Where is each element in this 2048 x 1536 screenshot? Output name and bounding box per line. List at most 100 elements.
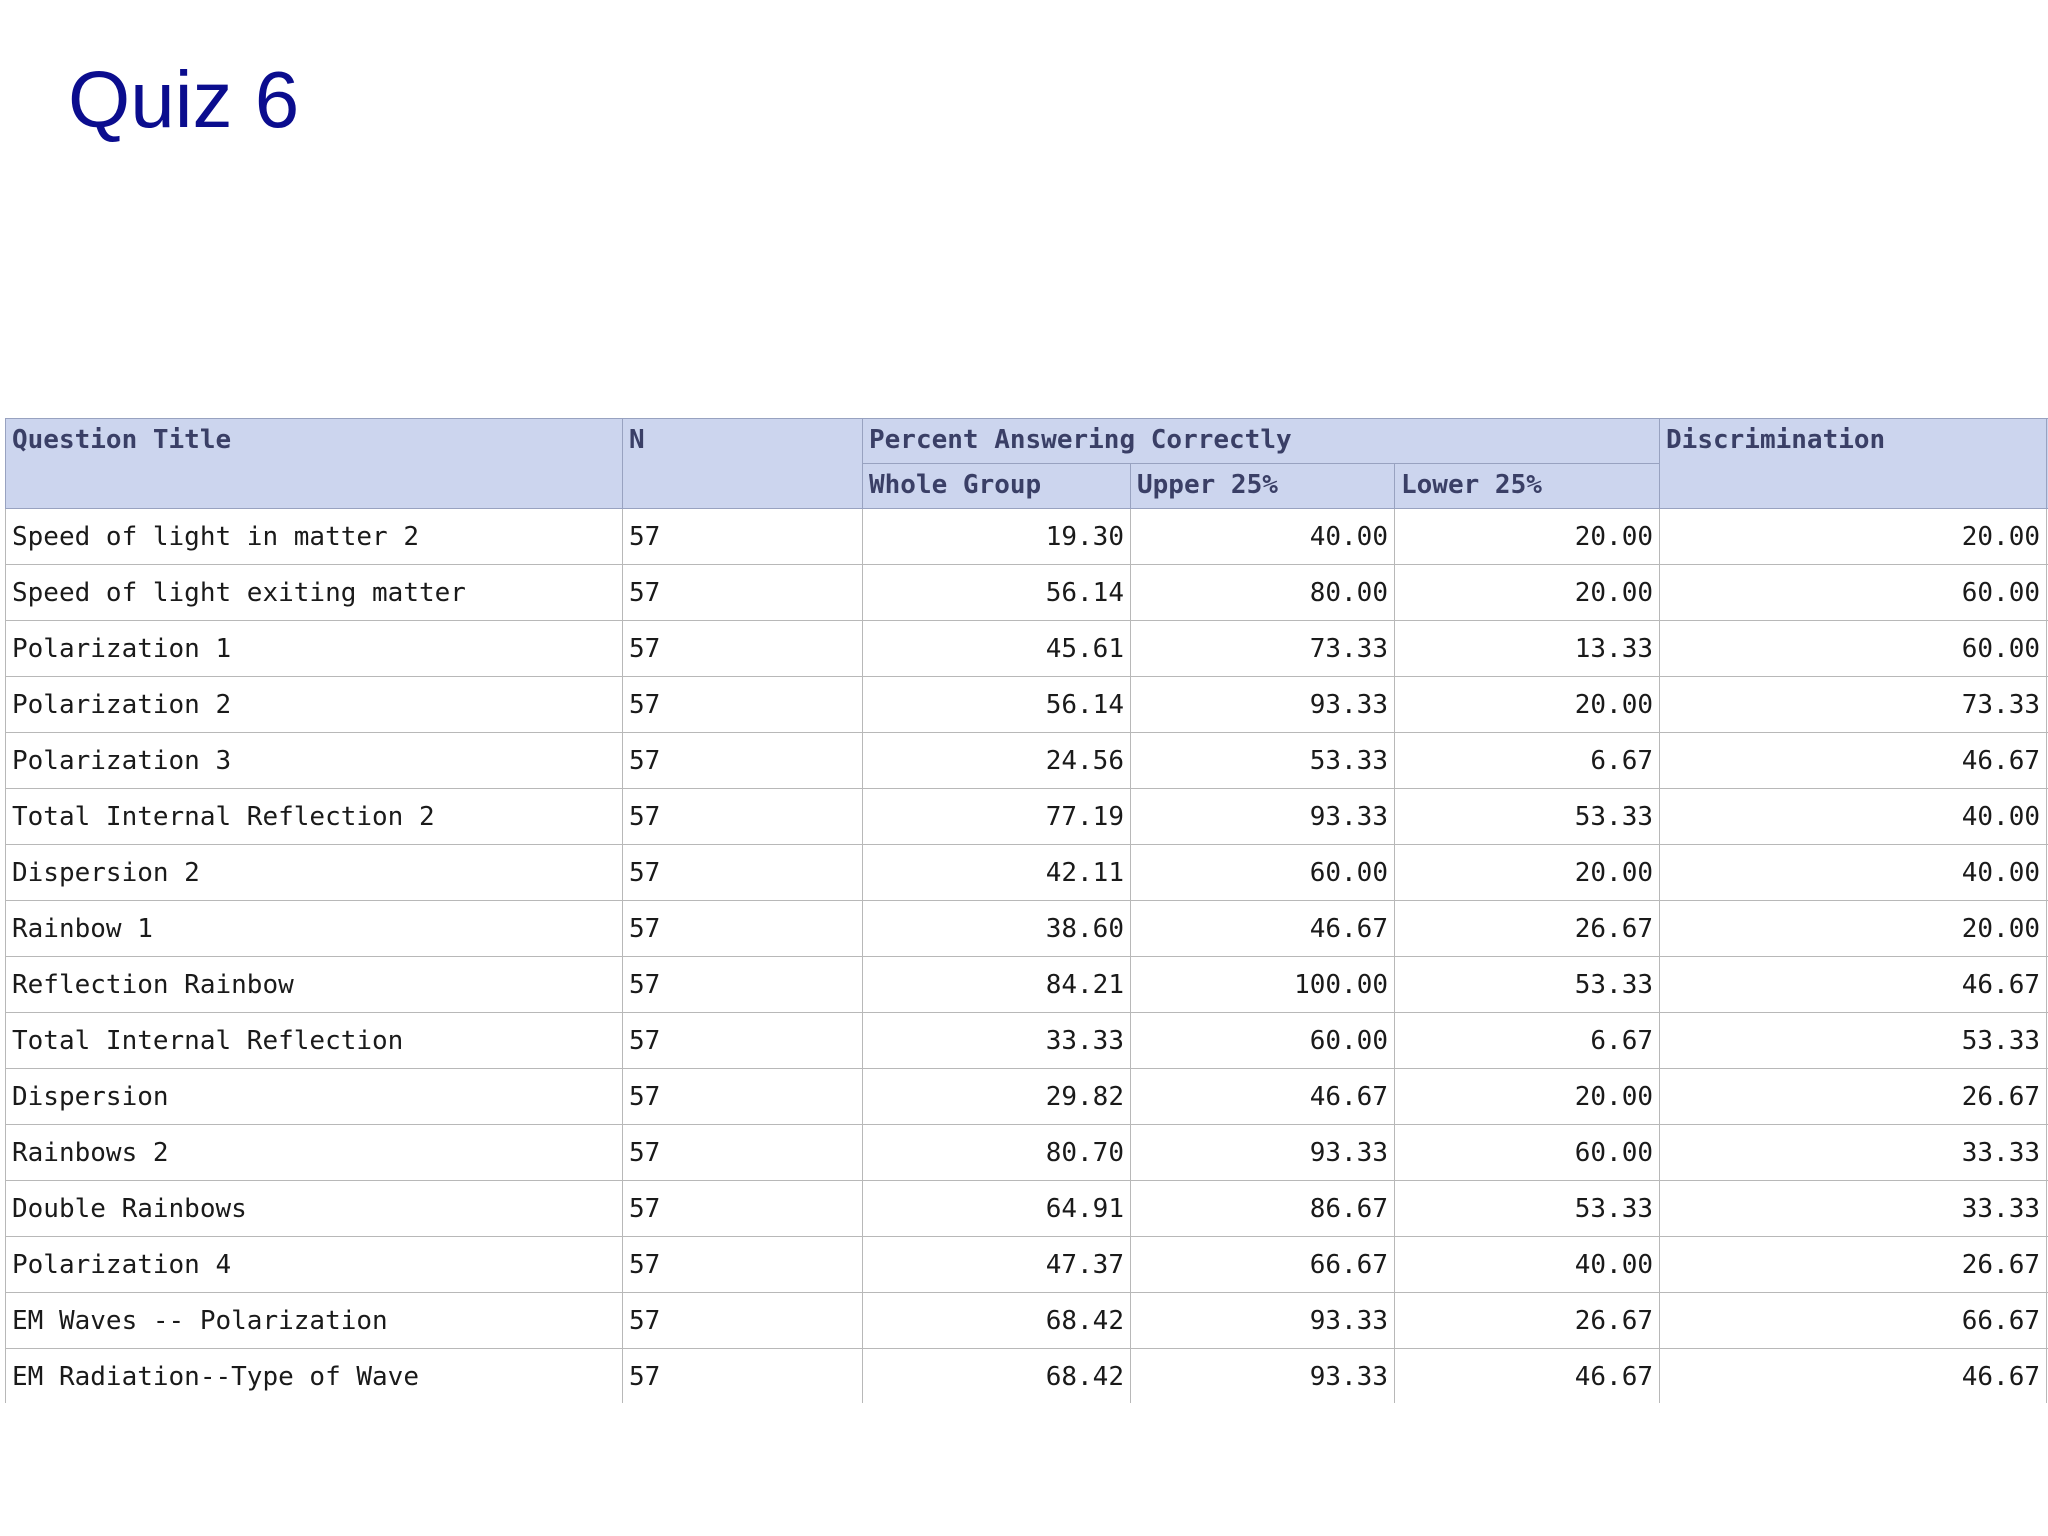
upper-25-cell: 93.33 <box>1130 676 1395 733</box>
n-cell: 57 <box>622 676 863 733</box>
table-row: Dispersion 57 29.82 46.67 20.00 26.67 <box>5 1068 2048 1125</box>
n-cell: 57 <box>622 564 863 621</box>
discrimination-cell: 26.67 <box>1659 1236 2048 1293</box>
lower-25-cell: 26.67 <box>1393 1292 1661 1349</box>
upper-25-cell: 73.33 <box>1130 620 1395 677</box>
table-row: Rainbow 1 57 38.60 46.67 26.67 20.00 <box>5 900 2048 957</box>
header-row-top: Question Title N Percent Answering Corre… <box>5 418 2048 509</box>
question-title-cell: Rainbows 2 <box>5 1124 623 1181</box>
discrimination-cell: 20.00 <box>1659 508 2048 565</box>
discrimination-cell: 60.00 <box>1659 564 2048 621</box>
lower-25-cell: 53.33 <box>1393 956 1661 1013</box>
n-cell: 57 <box>622 956 863 1013</box>
table-row: Polarization 1 57 45.61 73.33 13.33 60.0… <box>5 620 2048 677</box>
header-whole-group: Whole Group <box>862 463 1131 509</box>
lower-25-cell: 26.67 <box>1393 900 1661 957</box>
discrimination-cell: 66.67 <box>1659 1292 2048 1349</box>
table-row: Double Rainbows 57 64.91 86.67 53.33 33.… <box>5 1180 2048 1237</box>
upper-25-cell: 66.67 <box>1130 1236 1395 1293</box>
table-row: Dispersion 2 57 42.11 60.00 20.00 40.00 <box>5 844 2048 901</box>
whole-group-cell: 29.82 <box>862 1068 1131 1125</box>
discrimination-cell: 40.00 <box>1659 788 2048 845</box>
upper-25-cell: 93.33 <box>1130 788 1395 845</box>
upper-25-cell: 46.67 <box>1130 900 1395 957</box>
question-title-cell: Speed of light exiting matter <box>5 564 623 621</box>
lower-25-cell: 20.00 <box>1393 508 1661 565</box>
n-cell: 57 <box>622 1348 863 1403</box>
table-row: Polarization 3 57 24.56 53.33 6.67 46.67 <box>5 732 2048 789</box>
upper-25-cell: 86.67 <box>1130 1180 1395 1237</box>
discrimination-cell: 26.67 <box>1659 1068 2048 1125</box>
n-cell: 57 <box>622 1180 863 1237</box>
question-title-cell: Total Internal Reflection <box>5 1012 623 1069</box>
n-cell: 57 <box>622 1012 863 1069</box>
whole-group-cell: 47.37 <box>862 1236 1131 1293</box>
n-cell: 57 <box>622 844 863 901</box>
upper-25-cell: 46.67 <box>1130 1068 1395 1125</box>
table-body: Speed of light in matter 2 57 19.30 40.0… <box>5 508 2048 1403</box>
table-row: Polarization 2 57 56.14 93.33 20.00 73.3… <box>5 676 2048 733</box>
whole-group-cell: 84.21 <box>862 956 1131 1013</box>
table-row: Polarization 4 57 47.37 66.67 40.00 26.6… <box>5 1236 2048 1293</box>
n-cell: 57 <box>622 508 863 565</box>
upper-25-cell: 93.33 <box>1130 1348 1395 1403</box>
n-cell: 57 <box>622 1236 863 1293</box>
whole-group-cell: 68.42 <box>862 1292 1131 1349</box>
page-title: Quiz 6 <box>68 55 300 144</box>
n-cell: 57 <box>622 1124 863 1181</box>
whole-group-cell: 42.11 <box>862 844 1131 901</box>
question-title-cell: Polarization 3 <box>5 732 623 789</box>
question-title-cell: Dispersion 2 <box>5 844 623 901</box>
question-title-cell: Speed of light in matter 2 <box>5 508 623 565</box>
lower-25-cell: 13.33 <box>1393 620 1661 677</box>
question-title-cell: Total Internal Reflection 2 <box>5 788 623 845</box>
whole-group-cell: 45.61 <box>862 620 1131 677</box>
n-cell: 57 <box>622 1292 863 1349</box>
n-cell: 57 <box>622 732 863 789</box>
whole-group-cell: 56.14 <box>862 676 1131 733</box>
table-row: Total Internal Reflection 2 57 77.19 93.… <box>5 788 2048 845</box>
whole-group-cell: 24.56 <box>862 732 1131 789</box>
lower-25-cell: 20.00 <box>1393 564 1661 621</box>
lower-25-cell: 60.00 <box>1393 1124 1661 1181</box>
lower-25-cell: 46.67 <box>1393 1348 1661 1403</box>
lower-25-cell: 6.67 <box>1393 732 1661 789</box>
question-title-cell: Polarization 1 <box>5 620 623 677</box>
discrimination-cell: 73.33 <box>1659 676 2048 733</box>
table-row: EM Waves -- Polarization 57 68.42 93.33 … <box>5 1292 2048 1349</box>
whole-group-cell: 33.33 <box>862 1012 1131 1069</box>
discrimination-cell: 46.67 <box>1659 732 2048 789</box>
n-cell: 57 <box>622 900 863 957</box>
question-title-cell: EM Radiation--Type of Wave <box>5 1348 623 1403</box>
lower-25-cell: 20.00 <box>1393 844 1661 901</box>
lower-25-cell: 53.33 <box>1393 788 1661 845</box>
lower-25-cell: 20.00 <box>1393 1068 1661 1125</box>
lower-25-cell: 20.00 <box>1393 676 1661 733</box>
whole-group-cell: 56.14 <box>862 564 1131 621</box>
discrimination-cell: 53.33 <box>1659 1012 2048 1069</box>
table-row: Rainbows 2 57 80.70 93.33 60.00 33.33 <box>5 1124 2048 1181</box>
cutoff-cell <box>2046 1348 2048 1403</box>
whole-group-cell: 68.42 <box>862 1348 1131 1403</box>
table-row: Speed of light in matter 2 57 19.30 40.0… <box>5 508 2048 565</box>
discrimination-cell: 33.33 <box>1659 1180 2048 1237</box>
header-row-sub: Whole Group Upper 25% Lower 25% <box>6 463 2048 509</box>
upper-25-cell: 60.00 <box>1130 844 1395 901</box>
n-cell: 57 <box>622 788 863 845</box>
header-upper-25: Upper 25% <box>1130 463 1395 509</box>
whole-group-cell: 77.19 <box>862 788 1131 845</box>
item-analysis-table-container: Question Title N Percent Answering Corre… <box>5 418 2048 1403</box>
question-title-cell: Double Rainbows <box>5 1180 623 1237</box>
lower-25-cell: 53.33 <box>1393 1180 1661 1237</box>
upper-25-cell: 93.33 <box>1130 1292 1395 1349</box>
n-cell: 57 <box>622 620 863 677</box>
header-n: N <box>622 418 863 509</box>
whole-group-cell: 80.70 <box>862 1124 1131 1181</box>
whole-group-cell: 19.30 <box>862 508 1131 565</box>
lower-25-cell: 40.00 <box>1393 1236 1661 1293</box>
whole-group-cell: 64.91 <box>862 1180 1131 1237</box>
discrimination-cell: 20.00 <box>1659 900 2048 957</box>
discrimination-cell: 46.67 <box>1659 1348 2048 1403</box>
header-question-title: Question Title <box>5 418 623 509</box>
header-percent-answering-correctly: Percent Answering Correctly <box>861 418 1661 464</box>
